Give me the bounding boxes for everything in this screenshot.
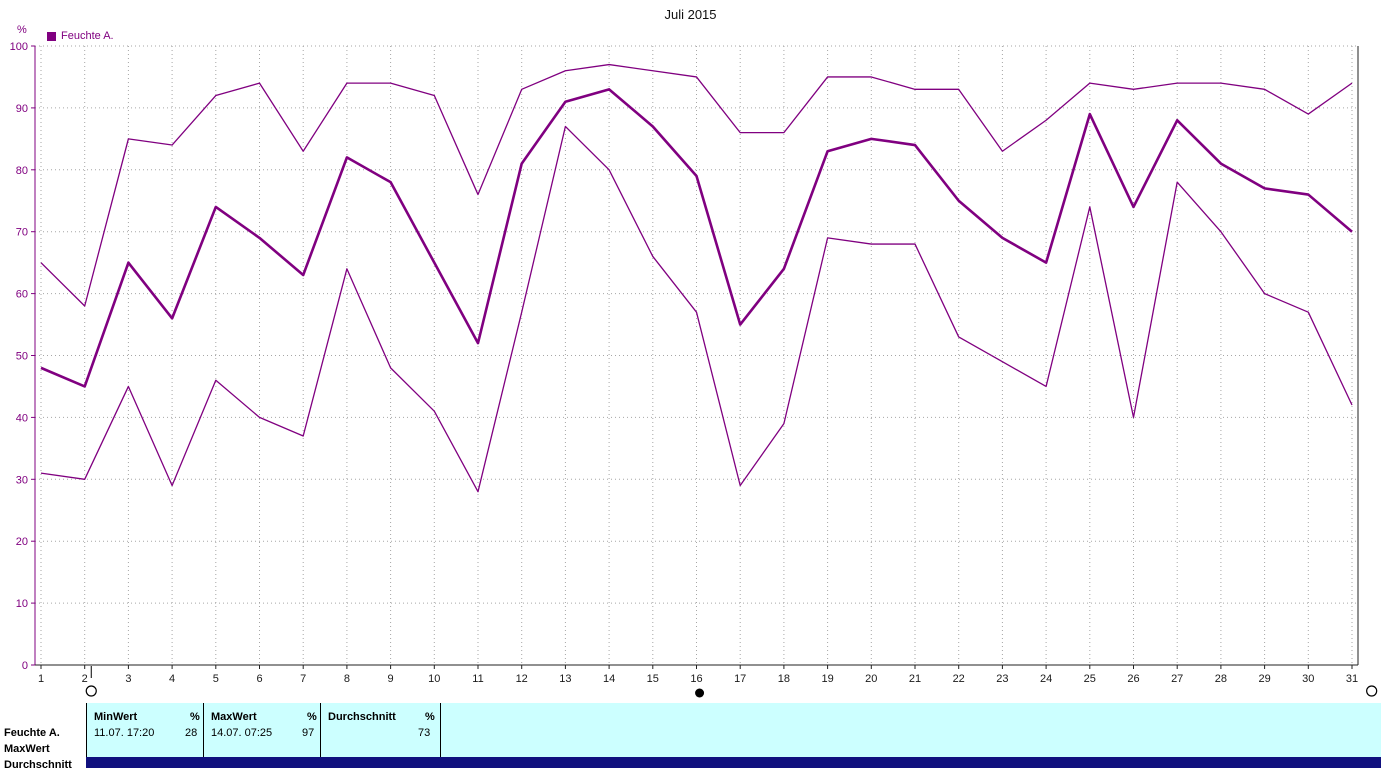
y-axis-unit-label: %: [17, 24, 27, 36]
x-tick-label: 27: [1171, 673, 1183, 685]
minwert-percent: 28: [185, 727, 198, 739]
x-tick-label: 15: [647, 673, 659, 685]
x-tick-label: 30: [1302, 673, 1314, 685]
filled-circle-marker[interactable]: [695, 688, 705, 698]
line-chart[interactable]: 1 2 3 4 5 6 7 8 9 10 11 12 13 14 15 16 17 18 19 20 21 22 23 24 2…: [0, 0, 1381, 700]
row-label-maxwert: MaxWert: [4, 743, 50, 755]
x-tick-label: 21: [909, 673, 921, 685]
x-tick-label: 22: [953, 673, 965, 685]
bottom-bar: [86, 757, 1381, 768]
y-tick-label: 50: [16, 351, 28, 363]
x-tick-label: 24: [1040, 673, 1052, 685]
x-tick-label: 29: [1258, 673, 1270, 685]
series-durchschnitt: [40, 88, 1353, 388]
table-header-durchschnitt-unit: %: [425, 711, 435, 723]
y-tick-label: 30: [16, 474, 28, 486]
x-tick-label: 13: [559, 673, 571, 685]
x-tick-label: 23: [996, 673, 1008, 685]
x-tick-label: 2: [82, 673, 88, 685]
row-label-durchschnitt: Durchschnitt: [4, 759, 72, 771]
x-tick-label: 17: [734, 673, 746, 685]
y-tick-label: 90: [16, 103, 28, 115]
x-tick-label: 3: [125, 673, 131, 685]
y-tick-label: 20: [16, 536, 28, 548]
open-circle-marker[interactable]: [1366, 685, 1378, 697]
x-tick-label: 1: [38, 673, 44, 685]
summary-table: MinWert % MaxWert % Durchschnitt % 11.07…: [0, 703, 1381, 771]
x-tick-label: 31: [1346, 673, 1358, 685]
y-tick-label: 40: [16, 412, 28, 424]
legend: Feuchte A.: [47, 30, 114, 42]
x-tick-label: 14: [603, 673, 615, 685]
durchschnitt-percent: 73: [418, 727, 431, 739]
x-tick-label: 11: [472, 673, 483, 685]
x-tick-label: 9: [388, 673, 394, 685]
legend-label: Feuchte A.: [61, 30, 114, 42]
table-separator: [440, 703, 441, 757]
y-tick-label: 10: [16, 598, 28, 610]
table-separator: [320, 703, 321, 757]
table-separator: [86, 703, 87, 757]
y-tick-label: 70: [16, 227, 28, 239]
x-tick-label: 26: [1127, 673, 1139, 685]
x-tick-label: 5: [213, 673, 219, 685]
table-row-labels: Feuchte A. MaxWert Durchschnitt: [0, 703, 86, 771]
table-header-maxwert-unit: %: [307, 711, 317, 723]
x-tick-label: 4: [169, 673, 175, 685]
x-tick-label: 16: [690, 673, 702, 685]
open-circle-marker[interactable]: [85, 685, 97, 697]
maxwert-timestamp: 14.07. 07:25: [211, 727, 273, 739]
x-tick-label: 7: [300, 673, 306, 685]
maxwert-percent: 97: [302, 727, 315, 739]
y-tick-label: 80: [16, 165, 28, 177]
table-separator: [203, 703, 204, 757]
chart-title: Juli 2015: [664, 7, 717, 22]
minwert-timestamp: 11.07. 17:20: [94, 727, 155, 739]
x-tick-label: 18: [778, 673, 790, 685]
table-header-minwert-unit: %: [190, 711, 200, 723]
legend-color-swatch: [47, 31, 56, 41]
table-header-durchschnitt: Durchschnitt: [328, 711, 396, 723]
x-tick-label: 28: [1215, 673, 1227, 685]
table-header-minwert: MinWert: [94, 711, 138, 723]
x-tick-label: 20: [865, 673, 877, 685]
row-label-feuchte-a: Feuchte A.: [4, 727, 60, 739]
x-tick-label: 25: [1084, 673, 1096, 685]
series-maxwert: [40, 63, 1353, 307]
series-minwert: [40, 125, 1353, 493]
x-tick-label: 19: [821, 673, 833, 685]
y-tick-label: 0: [22, 660, 28, 672]
x-tick-label: 12: [516, 673, 528, 685]
y-tick-label: 100: [10, 41, 28, 53]
y-tick-label: 60: [16, 289, 28, 301]
x-tick-label: 10: [428, 673, 440, 685]
table-background: [0, 703, 1381, 757]
table-header-maxwert: MaxWert: [211, 711, 257, 723]
x-tick-label: 6: [256, 673, 262, 685]
x-tick-label: 8: [344, 673, 350, 685]
